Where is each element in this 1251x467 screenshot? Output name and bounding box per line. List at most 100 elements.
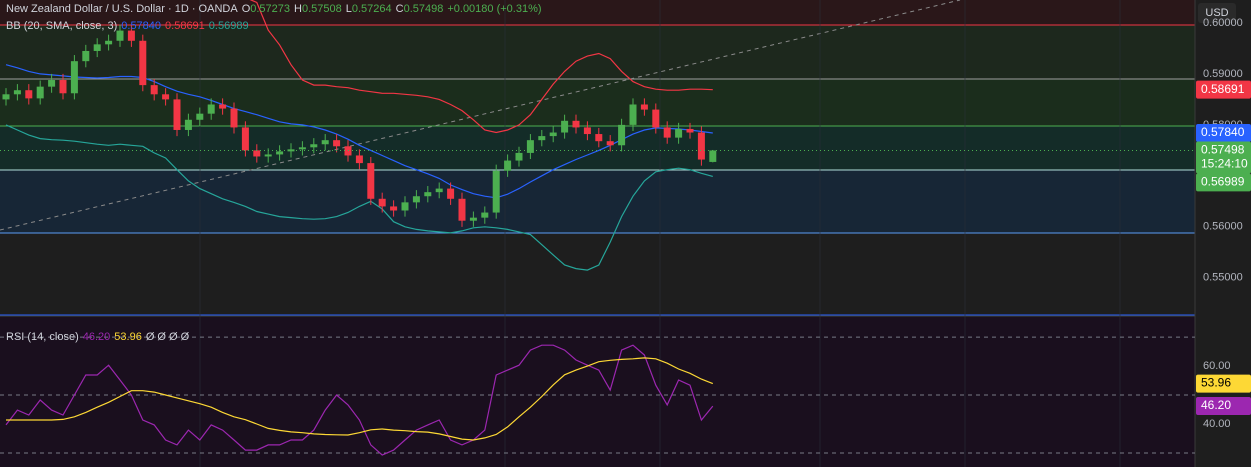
candle-body — [241, 127, 249, 151]
price-tag-label: 0.58691 — [1201, 82, 1245, 96]
indicator-line — [5, 124, 713, 271]
candle-body — [424, 192, 432, 197]
candle-body — [447, 188, 455, 199]
candle-body — [515, 152, 523, 161]
candle-body — [629, 104, 637, 125]
ohlc-key: O — [241, 3, 251, 15]
indicator-line — [6, 357, 714, 441]
indicator-line — [249, 0, 713, 134]
candle-body — [401, 202, 409, 211]
candle-body — [583, 127, 591, 135]
candle-body — [390, 206, 398, 211]
candle-body — [686, 128, 694, 133]
candle-body — [139, 40, 147, 86]
candle-body — [253, 150, 261, 157]
candle-body — [458, 198, 466, 221]
price-tag — [1196, 374, 1251, 393]
candle-body — [321, 140, 329, 145]
candle-body — [162, 94, 170, 100]
candle-body — [276, 151, 284, 155]
bb-value: 0.57840 — [121, 20, 162, 32]
candle-body — [663, 127, 671, 138]
currency-badge[interactable] — [1198, 3, 1236, 23]
candle-body — [184, 119, 192, 130]
candle-body — [538, 136, 546, 141]
candle-body — [150, 85, 158, 95]
candle-body — [367, 163, 375, 199]
ohlc-value: 0.57264 — [351, 3, 392, 15]
price-tag-label: 0.56989 — [1201, 175, 1245, 189]
candle-body — [230, 108, 238, 128]
candle-body — [48, 80, 56, 87]
candle-body — [618, 124, 626, 146]
currency[interactable]: USD — [1205, 7, 1228, 19]
candle-body — [310, 144, 318, 148]
ohlc-value: 0.57508 — [301, 3, 342, 15]
bb-value: 0.56989 — [208, 20, 249, 32]
candle-body — [196, 113, 204, 120]
rsi-tick-label: 40.00 — [1203, 418, 1231, 430]
price-tag-label: 46.20 — [1201, 398, 1231, 412]
candle-body — [606, 141, 614, 146]
candle-body — [652, 109, 660, 128]
price-pane — [0, 0, 1195, 271]
candle-body — [173, 99, 181, 130]
candle-body — [526, 140, 534, 153]
ohlc-value: 0.57498 — [403, 3, 444, 15]
bb-header: BB (20, SMA, close, 3) 0.57840 0.58691 0.56… — [6, 20, 253, 32]
rsi-name: RSI (14, close) — [6, 331, 79, 343]
candle-body — [333, 140, 341, 147]
candle-body — [355, 155, 363, 164]
candle-body — [264, 154, 272, 157]
candle-body — [70, 61, 78, 94]
ohlc-key: C — [395, 3, 404, 15]
indicator-line — [5, 344, 714, 456]
candle-body — [82, 50, 90, 62]
price-tag — [1196, 80, 1251, 99]
price-tag — [1196, 397, 1251, 416]
candle-body — [25, 90, 33, 99]
price-tag — [1196, 173, 1251, 192]
candle-body — [640, 104, 648, 110]
ohlc-value: 0.57273 — [250, 3, 291, 15]
candle-body — [504, 160, 512, 171]
ohlc-key: H — [294, 3, 302, 15]
candle-body — [93, 44, 101, 51]
rsi-header: RSI (14, close) 46.20 53.96 Ø Ø Ø Ø — [6, 331, 193, 343]
symbol-title: New Zealand Dollar / U.S. Dollar · 1D · … — [6, 3, 238, 15]
candle-body — [595, 134, 603, 142]
candle-body — [549, 132, 557, 137]
candle-body — [298, 147, 306, 150]
symbol-header: New Zealand Dollar / U.S. Dollar · 1D · … — [6, 3, 546, 15]
candle-body — [492, 170, 500, 213]
bb-value: 0.58691 — [165, 20, 205, 32]
candle-body — [697, 132, 705, 160]
change: +0.00180 (+0.31%) — [447, 3, 542, 15]
candle-body — [2, 94, 10, 100]
candle-body — [572, 120, 580, 128]
y-tick-label: 0.55000 — [1203, 272, 1243, 284]
indicator-name: BB (20, SMA, close, 3) — [6, 20, 118, 32]
ohlc-key: L — [345, 3, 352, 15]
candle-body — [709, 150, 717, 162]
candle-body — [675, 128, 683, 138]
candle-body — [412, 196, 420, 203]
candle-body — [105, 40, 113, 45]
candle-body — [469, 217, 477, 221]
candle-body — [127, 30, 135, 41]
candle-body — [378, 198, 386, 207]
candle-body — [116, 30, 124, 41]
y-tick-label: 0.60000 — [1203, 17, 1243, 29]
countdown: 15:24:10 — [1201, 157, 1248, 171]
indicator-line — [5, 64, 713, 199]
candle-body — [287, 149, 295, 152]
rsi-pane — [5, 344, 714, 456]
price-tag-label: 0.57498 — [1201, 143, 1245, 157]
price-tag — [1196, 141, 1251, 174]
rsi-value: 46.20 — [82, 331, 111, 343]
candle-body — [219, 104, 227, 109]
price-tag-label: 53.96 — [1201, 376, 1231, 390]
